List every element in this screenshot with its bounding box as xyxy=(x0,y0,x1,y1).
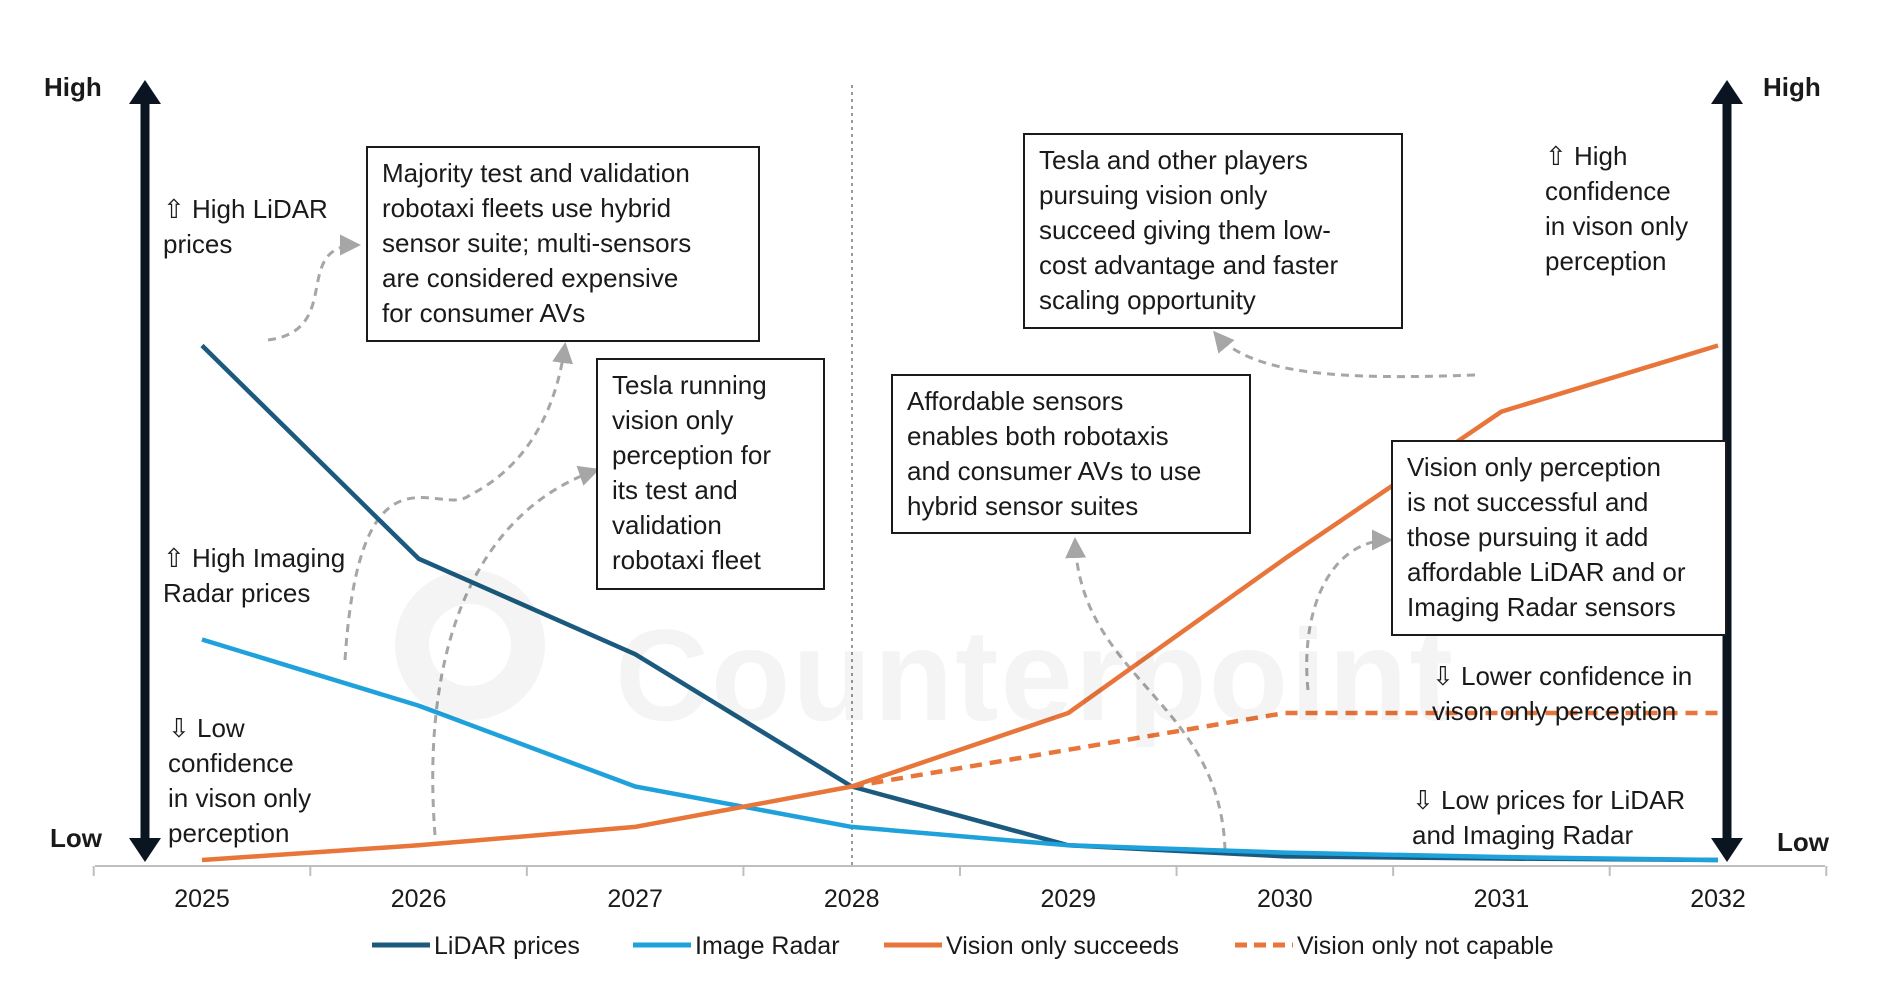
note-radar-high: ⇧ High Imaging Radar prices xyxy=(163,543,346,608)
box-tesla-players: Tesla and other players pursuing vision … xyxy=(1023,133,1403,329)
legend-label: Image Radar xyxy=(695,932,840,960)
note-high-confidence: ⇧ High confidence in vison only percepti… xyxy=(1545,141,1689,276)
box-affordable: Affordable sensors enables both robotaxi… xyxy=(891,374,1251,534)
x-tick-label: 2030 xyxy=(1257,885,1313,913)
connector-tesla-players xyxy=(1213,330,1476,379)
box-majority: Majority test and validation robotaxi fl… xyxy=(366,146,760,342)
x-tick-label: 2026 xyxy=(391,885,447,913)
right-axis-arrow xyxy=(1711,80,1743,862)
left-axis-high: High xyxy=(44,72,102,102)
note-low-prices: ⇩ Low prices for LiDAR and Imaging Radar xyxy=(1412,785,1686,850)
right-axis-low: Low xyxy=(1777,827,1829,857)
connector-vision-fail xyxy=(1305,529,1393,691)
series-image-radar xyxy=(201,637,1719,863)
legend-label: LiDAR prices xyxy=(434,932,580,960)
x-tick-label: 2028 xyxy=(824,885,880,913)
series-vision-only-succeeds xyxy=(201,343,1719,863)
series-vision-only-not-capable xyxy=(851,710,1718,789)
left-axis-arrow xyxy=(129,80,161,862)
right-axis-high: High xyxy=(1763,72,1821,102)
box-vision-fail: Vision only perception is not successful… xyxy=(1391,440,1727,636)
connector-majority xyxy=(343,342,574,661)
tick-layer: 2025 2026 2027 2028 2029 2030 2031 2032 xyxy=(92,866,1828,913)
watermark-logo xyxy=(395,570,545,720)
legend: LiDAR prices Image Radar Vision only succe… xyxy=(372,932,1554,960)
x-tick-label: 2032 xyxy=(1690,885,1746,913)
note-lower-confidence: ⇩ Lower confidence in vison only percept… xyxy=(1432,661,1693,726)
series-layer xyxy=(200,343,1719,863)
legend-label: Vision only not capable xyxy=(1297,932,1554,960)
x-tick-label: 2027 xyxy=(607,885,663,913)
x-tick-label: 2029 xyxy=(1040,885,1096,913)
connector-affordable xyxy=(1065,537,1227,851)
watermark: Counterpoint xyxy=(615,600,1455,750)
x-tick-label: 2031 xyxy=(1474,885,1530,913)
legend-label: Vision only succeeds xyxy=(946,932,1179,960)
note-low-confidence: ⇩ Low confidence in vison only perceptio… xyxy=(168,713,312,848)
connector-lidar xyxy=(267,234,361,342)
box-tesla-running: Tesla running vision only perception for… xyxy=(596,358,825,590)
left-axis-low: Low xyxy=(50,823,102,853)
note-lidar-high: ⇧ High LiDAR prices xyxy=(163,194,328,259)
x-tick-label: 2025 xyxy=(174,885,230,913)
